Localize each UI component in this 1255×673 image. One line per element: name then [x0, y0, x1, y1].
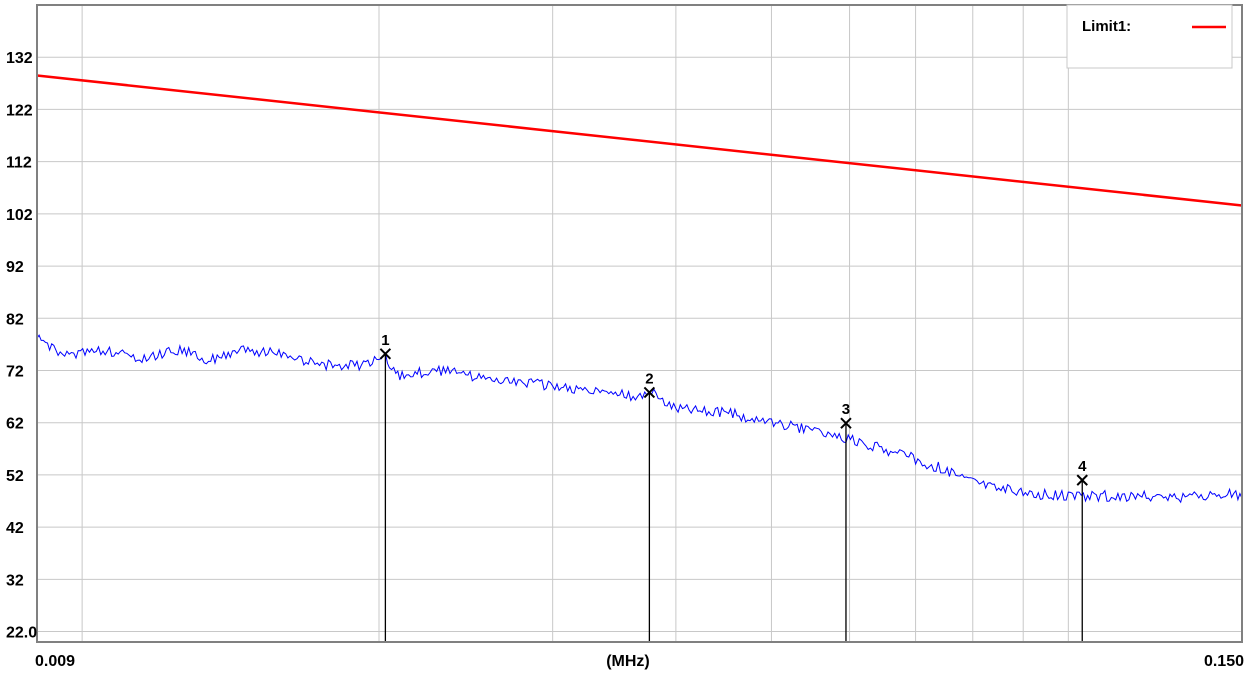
y-tick-label: 42: [6, 520, 24, 537]
y-axis-ticks: 22.0 32 42 52 62 72 82 92 102 112 122 132: [6, 50, 37, 641]
marker-x-icon: [840, 417, 852, 429]
marker-label: 4: [1078, 458, 1087, 475]
x-axis-label: (MHz): [606, 653, 650, 670]
y-tick-label: 112: [6, 155, 32, 172]
y-tick-label: 122: [6, 102, 33, 119]
y-tick-label: 62: [6, 416, 24, 433]
marker-x-icon: [379, 348, 392, 360]
plot-frame: [36, 4, 1243, 643]
y-tick-label: 132: [6, 50, 33, 67]
marker-3: 3: [840, 401, 852, 642]
marker-4: 4: [1076, 458, 1088, 642]
marker-x-icon: [643, 386, 656, 399]
marker-label: 1: [381, 332, 389, 349]
y-tick-label: 102: [6, 207, 33, 224]
measurement-trace: [36, 334, 1243, 504]
legend-box: [1066, 4, 1233, 69]
limit1-line: [36, 74, 1243, 207]
markers: 1 2 3 4: [379, 332, 1088, 642]
y-tick-label: 72: [6, 363, 24, 380]
x-axis-ticks: 0.009 0.150: [35, 653, 1244, 670]
x-tick-label: 0.009: [35, 653, 75, 670]
series-layer: [36, 74, 1243, 504]
marker-1: 1: [379, 332, 392, 642]
legend-label-limit1: Limit1:: [1082, 18, 1131, 35]
y-tick-label: 32: [6, 572, 24, 589]
marker-2: 2: [643, 370, 656, 642]
x-tick-label: 0.150: [1204, 653, 1244, 670]
y-tick-label: 52: [6, 468, 24, 485]
marker-label: 2: [645, 370, 653, 387]
y-tick-label: 92: [6, 259, 24, 276]
marker-x-icon: [1076, 474, 1088, 486]
marker-label: 3: [842, 401, 850, 418]
grid: [37, 5, 1242, 642]
legend: Limit1:: [1066, 4, 1233, 69]
y-tick-label: 22.0: [6, 625, 37, 642]
y-tick-label: 82: [6, 311, 24, 328]
